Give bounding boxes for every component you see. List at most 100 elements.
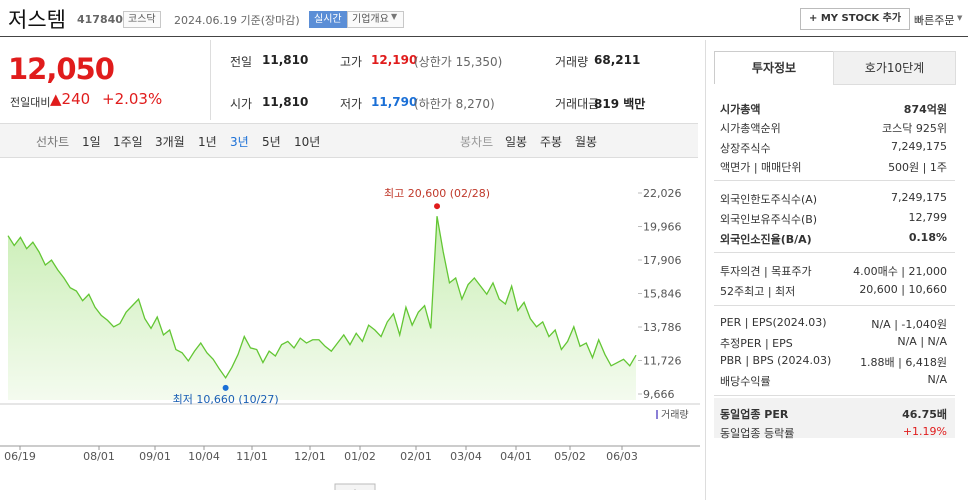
info-value: N/A | -1,040원	[871, 318, 947, 331]
info-value: 20,600 | 10,660	[859, 283, 947, 296]
summary-value: 11,790	[371, 95, 418, 109]
area	[8, 216, 636, 400]
period-tab[interactable]: 1일	[82, 135, 101, 149]
info-label: 시가총액	[720, 103, 761, 116]
section-bg	[714, 398, 955, 438]
change-label: 전일대비	[10, 96, 51, 109]
info-value: 0.18%	[908, 231, 947, 244]
info-value: N/A | N/A	[897, 335, 947, 348]
info-value: 1.88배 | 6,418원	[860, 356, 947, 369]
info-label: 투자의견 | 목표주가	[720, 265, 812, 278]
collapse-button[interactable]	[334, 483, 376, 490]
info-value: N/A	[927, 373, 947, 386]
current-price: 12,050	[8, 52, 115, 86]
section-divider	[714, 252, 955, 253]
summary-value: 68,211	[594, 53, 641, 67]
divider	[705, 40, 706, 500]
x-tick-label: 09/01	[139, 450, 171, 463]
summary-label: 거래량	[555, 55, 589, 69]
x-tick-label: 05/02	[554, 450, 586, 463]
dropdown-icon: ▼	[957, 14, 963, 22]
info-label: 52주최고 | 최저	[720, 285, 796, 298]
info-value: 874억원	[903, 103, 947, 116]
x-tick-label: 02/01	[400, 450, 432, 463]
info-value: 7,249,175	[891, 191, 947, 204]
change-rate: +2.03%	[102, 90, 163, 108]
period-tab[interactable]: 1주일	[113, 135, 143, 149]
x-tick-label: 08/01	[83, 450, 115, 463]
summary-value: 819 백만	[594, 97, 646, 111]
info-label: 액면가 | 매매단위	[720, 161, 802, 174]
summary-label: 전일	[230, 55, 253, 69]
x-tick-label: 06/03	[606, 450, 638, 463]
info-value: 46.75배	[902, 408, 947, 421]
info-label: 동일업종 PER	[720, 408, 789, 421]
x-tick-label: 01/02	[344, 450, 376, 463]
price-line	[7, 216, 637, 380]
info-label: 외국인한도주식수(A)	[720, 193, 818, 206]
low-label: 최저 10,660 (10/27)	[173, 393, 279, 406]
mystock-button[interactable]: + MY STOCK 추가	[800, 8, 911, 30]
collapse-icon: ︿	[350, 485, 359, 490]
period-tab[interactable]: 10년	[294, 135, 321, 149]
info-value: 12,799	[908, 211, 948, 224]
stock-name: 저스템	[8, 8, 66, 32]
x-tick-label: 11/01	[236, 450, 268, 463]
y-tick-label: 9,666	[643, 388, 675, 401]
date: 2024.06.19 기준(장마감)	[174, 14, 300, 27]
info-value: 코스닥 925위	[882, 122, 947, 135]
x-tick-label: 10/04	[188, 450, 220, 463]
overview-button[interactable]: 기업개요	[347, 11, 404, 28]
info-value: +1.19%	[902, 425, 947, 438]
info-value: 500원 | 1주	[888, 161, 947, 174]
high-marker	[434, 203, 441, 210]
summary-value: 11,810	[262, 95, 309, 109]
tab-label: 선차트	[36, 135, 70, 149]
section-divider	[714, 395, 955, 396]
high-label: 최고 20,600 (02/28)	[384, 187, 490, 200]
realtime-tag[interactable]: 실시간	[309, 11, 347, 28]
market-tag: 코스닥	[123, 11, 161, 28]
tab-active[interactable]: 투자정보	[714, 51, 834, 84]
summary-note: (상한가 15,350)	[414, 55, 503, 69]
period-tab[interactable]: 3개월	[155, 135, 185, 149]
period-tab[interactable]: 5년	[262, 135, 281, 149]
x-tick-label: 04/01	[500, 450, 532, 463]
volume-legend-icon	[656, 410, 658, 419]
section-divider	[714, 305, 955, 306]
summary-label: 거래대금	[555, 97, 600, 111]
candle-tab[interactable]: 월봉	[575, 135, 598, 149]
info-label: 외국인소진율(B/A)	[720, 233, 812, 246]
y-tick-label: 19,966	[643, 221, 682, 234]
divider	[0, 36, 968, 37]
summary-label: 고가	[340, 55, 363, 69]
info-label: PBR | BPS (2024.03)	[720, 354, 832, 367]
tab-bar	[0, 123, 698, 158]
tab-label: 봉차트	[460, 135, 494, 149]
info-label: 외국인보유주식수(B)	[720, 213, 818, 226]
y-tick-label: 13,786	[643, 321, 682, 334]
x-tick-label: 06/19	[4, 450, 36, 463]
info-label: 배당수익률	[720, 375, 771, 388]
info-label: 시가총액순위	[720, 122, 781, 135]
summary-label: 저가	[340, 97, 363, 111]
quick-order[interactable]: 빠른주문	[914, 14, 955, 27]
info-label: 동일업종 등락률	[720, 427, 795, 440]
y-tick-label: 17,906	[643, 254, 682, 267]
tab[interactable]: 호가10단계	[833, 51, 956, 85]
info-value: 7,249,175	[891, 140, 947, 153]
period-tab[interactable]: 3년	[230, 135, 249, 149]
divider	[210, 40, 211, 120]
x-tick-label: 12/01	[294, 450, 326, 463]
dropdown-icon: ▼	[391, 12, 398, 21]
y-tick-label: 22,026	[643, 187, 682, 200]
summary-note: (하한가 8,270)	[414, 97, 495, 111]
candle-tab[interactable]: 주봉	[540, 135, 563, 149]
summary-value: 11,810	[262, 53, 309, 67]
y-tick-label: 15,846	[643, 288, 682, 301]
info-label: PER | EPS(2024.03)	[720, 316, 827, 329]
period-tab[interactable]: 1년	[198, 135, 217, 149]
candle-tab[interactable]: 일봉	[505, 135, 528, 149]
volume-label: 거래량	[661, 409, 689, 421]
